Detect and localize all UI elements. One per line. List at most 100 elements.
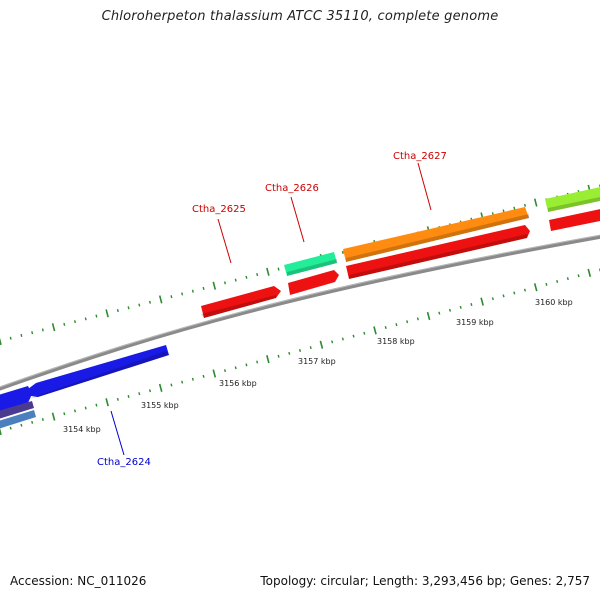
gene-label-ctha-2626[interactable]: Ctha_2626 — [265, 183, 319, 194]
blue-gene-ctha-2624[interactable] — [28, 345, 169, 397]
inner-major-tick — [51, 412, 56, 421]
gene-label-ctha-2627[interactable]: Ctha_2627 — [393, 151, 447, 162]
inner-minor-tick — [116, 397, 119, 401]
red-gene-ctha-2627[interactable] — [346, 225, 530, 279]
inner-minor-tick — [470, 302, 473, 307]
inner-minor-tick — [234, 366, 237, 370]
inner-minor-tick — [502, 294, 505, 298]
outer-minor-tick — [63, 322, 66, 326]
outer-minor-tick — [84, 317, 87, 321]
red-gene-right[interactable] — [549, 208, 600, 231]
inner-minor-tick — [20, 423, 23, 427]
inner-major-tick — [587, 268, 592, 277]
inner-minor-tick — [459, 305, 462, 309]
inner-minor-tick — [63, 412, 66, 416]
outer-minor-tick — [245, 275, 248, 279]
feature-bevels — [28, 197, 600, 399]
outer-minor-tick — [9, 336, 12, 340]
inner-minor-tick — [416, 317, 419, 321]
map-title: Chloroherpeton thalassium ATCC 35110, co… — [101, 9, 499, 24]
inner-major-tick — [319, 340, 324, 349]
inner-minor-tick — [341, 337, 344, 341]
inner-minor-tick — [202, 374, 205, 378]
inner-minor-tick — [448, 308, 452, 312]
outer-minor-tick — [256, 273, 259, 277]
outer-minor-tick — [73, 320, 77, 324]
inner-minor-tick — [245, 363, 248, 367]
steelblue-gene-left[interactable] — [0, 410, 36, 430]
inner-minor-tick — [138, 392, 141, 396]
navy-gene-left[interactable] — [0, 401, 34, 420]
inner-minor-tick — [170, 383, 173, 387]
scale-label-3155: 3155 kbp — [141, 401, 179, 410]
outer-major-tick — [158, 295, 163, 304]
scale-label-3157: 3157 kbp — [298, 357, 336, 366]
outer-major-tick — [266, 267, 270, 276]
blue-gene-left[interactable] — [0, 386, 32, 413]
scale-label-3156: 3156 kbp — [219, 379, 257, 388]
inner-minor-tick — [84, 406, 87, 410]
outer-major-tick — [105, 309, 109, 318]
outer-major-tick — [51, 323, 56, 332]
inner-minor-tick — [41, 417, 44, 422]
genome-backbone — [0, 234, 600, 391]
outer-minor-tick — [523, 203, 527, 207]
scale-label-3159: 3159 kbp — [456, 318, 494, 327]
inner-major-tick — [212, 369, 217, 378]
accession-label: Accession: NC_011026 — [10, 574, 147, 588]
inner-minor-tick — [523, 288, 527, 292]
inner-minor-tick — [384, 325, 387, 330]
outer-minor-tick — [148, 300, 152, 304]
inner-minor-tick — [9, 426, 12, 430]
leader-line-ctha-2625 — [217, 218, 232, 264]
inner-minor-tick — [148, 389, 152, 393]
outer-minor-tick — [502, 209, 505, 213]
inner-minor-tick — [73, 409, 77, 413]
teal-gene-ctha-2626[interactable] — [284, 252, 337, 276]
inner-minor-tick — [309, 346, 312, 350]
gene-label-ctha-2624[interactable]: Ctha_2624 — [97, 457, 151, 468]
outer-minor-tick — [341, 250, 344, 254]
outer-minor-tick — [277, 267, 280, 271]
outer-minor-tick — [41, 328, 44, 332]
inner-major-tick — [105, 398, 109, 407]
inner-major-tick — [373, 326, 377, 335]
inner-major-tick — [426, 311, 431, 321]
inner-major-tick — [0, 427, 2, 436]
red-gene-ctha-2626[interactable] — [288, 270, 339, 295]
outer-minor-tick — [95, 314, 98, 318]
red-gene-ctha-2625[interactable] — [201, 286, 281, 318]
outer-minor-tick — [127, 306, 130, 310]
inner-minor-tick — [491, 297, 494, 301]
inner-major-tick — [533, 283, 538, 292]
outer-minor-tick — [170, 295, 173, 299]
inner-minor-tick — [556, 279, 559, 284]
outer-minor-tick — [202, 286, 205, 290]
inner-minor-tick — [31, 420, 34, 424]
inner-minor-tick — [95, 403, 98, 407]
leader-line-ctha-2626 — [290, 196, 305, 243]
inner-minor-tick — [438, 311, 441, 315]
inner-tick-track — [0, 268, 600, 436]
orange-gene-ctha-2627[interactable] — [343, 207, 529, 262]
leader-line-ctha-2627 — [417, 162, 432, 211]
inner-major-tick — [158, 383, 163, 392]
outer-minor-tick — [116, 309, 119, 313]
inner-minor-tick — [181, 380, 184, 384]
leader-line-ctha-2624 — [110, 410, 125, 456]
inner-minor-tick — [395, 323, 398, 327]
gene-label-ctha-2625[interactable]: Ctha_2625 — [192, 204, 246, 215]
scale-label-3154: 3154 kbp — [63, 425, 101, 434]
lime-gene-right[interactable] — [545, 186, 600, 212]
outer-minor-tick — [234, 278, 237, 282]
outer-major-tick — [212, 281, 217, 290]
inner-minor-tick — [288, 351, 291, 355]
inner-minor-tick — [127, 394, 130, 399]
outer-minor-tick — [20, 333, 23, 337]
inner-minor-tick — [298, 348, 302, 353]
inner-minor-tick — [277, 354, 280, 358]
outer-major-tick — [0, 337, 2, 346]
scale-label-3158: 3158 kbp — [377, 337, 415, 346]
outer-minor-tick — [223, 281, 227, 285]
